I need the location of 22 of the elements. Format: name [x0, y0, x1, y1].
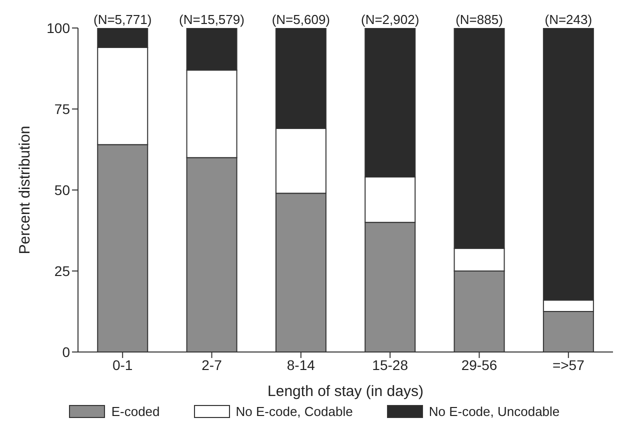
- annotation: (N=5,609): [272, 12, 330, 27]
- x-tick-label: 15-28: [372, 356, 408, 373]
- y-tick-label: 50: [54, 182, 70, 198]
- annotation: (N=15,579): [179, 12, 244, 27]
- legend-label: No E-code, Uncodable: [428, 404, 560, 419]
- x-tick-label: 8-14: [286, 356, 316, 373]
- legend-label: No E-code, Codable: [236, 404, 353, 419]
- y-tick-label: 25: [54, 262, 70, 279]
- annotation: (N=885): [456, 12, 503, 27]
- annotation: (N=2,902): [360, 12, 420, 27]
- y-axis-title: Percent distribution: [16, 126, 34, 254]
- x-tick-label: 2-7: [202, 356, 222, 373]
- annotation: (N=5,771): [93, 12, 152, 27]
- x-tick-label: 0-1: [112, 356, 133, 373]
- legend-label: E-coded: [111, 404, 160, 419]
- annotation: (N=243): [544, 12, 592, 27]
- x-tick-label: =>57: [552, 356, 585, 373]
- x-axis-title: Length of stay (in days): [268, 383, 424, 400]
- y-tick-label: 0: [62, 344, 70, 360]
- y-tick-label: 75: [54, 100, 70, 117]
- y-tick-label: 100: [46, 20, 70, 36]
- x-tick-label: 29-56: [461, 356, 498, 373]
